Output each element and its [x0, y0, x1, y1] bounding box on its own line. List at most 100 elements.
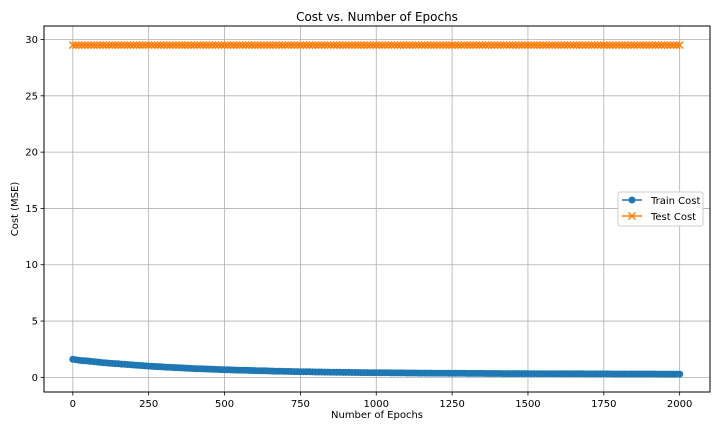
chart-title: Cost vs. Number of Epochs — [296, 10, 458, 24]
series-point — [114, 41, 123, 50]
series-point — [487, 41, 496, 50]
series-point — [153, 41, 162, 50]
series-point — [320, 41, 329, 50]
series-point — [478, 41, 487, 50]
series-point — [563, 41, 572, 50]
series-point — [493, 41, 502, 50]
series-point — [514, 41, 523, 50]
series-point — [675, 41, 684, 50]
x-tick-label: 0 — [70, 399, 76, 410]
series-point — [651, 41, 660, 50]
y-tick-label: 30 — [25, 35, 38, 46]
series-point — [83, 41, 93, 50]
series-point — [454, 41, 463, 50]
series-point — [214, 41, 223, 50]
series-point — [187, 41, 196, 50]
series-point — [287, 41, 296, 50]
series-point — [602, 41, 611, 50]
x-tick-label: 750 — [291, 399, 310, 410]
grid-lines — [44, 26, 710, 392]
series-point — [536, 41, 545, 50]
series-point — [581, 41, 590, 50]
series-point — [633, 41, 642, 50]
series-point — [266, 41, 275, 50]
series-point — [566, 41, 575, 50]
series-point — [484, 41, 493, 50]
series-point — [272, 41, 281, 50]
series-point — [545, 41, 554, 50]
series-point — [168, 41, 177, 50]
series-point — [262, 41, 272, 50]
y-tick-label: 15 — [25, 204, 38, 215]
series-point — [120, 41, 129, 50]
series-point — [508, 41, 517, 50]
series-point — [99, 41, 108, 50]
series-point — [596, 41, 605, 50]
series-point — [399, 41, 408, 50]
series-point — [360, 41, 369, 50]
series-point — [302, 41, 311, 50]
legend-test-label: Test Cost — [650, 212, 696, 223]
series-point — [226, 41, 235, 50]
series-point — [457, 41, 466, 50]
x-axis-ticks: 0 250 500 750 1000 1250 1500 1750 2000 — [70, 392, 692, 410]
series-point — [305, 41, 314, 50]
series-point — [548, 41, 557, 50]
series-point — [423, 41, 432, 50]
series-point — [132, 41, 141, 50]
series-point — [375, 41, 384, 50]
x-tick-label: 1250 — [439, 399, 464, 410]
series-point — [639, 41, 648, 50]
y-tick-label: 0 — [32, 373, 38, 384]
series-point — [102, 41, 111, 50]
legend-test-marker — [627, 211, 637, 221]
series-point — [369, 41, 378, 50]
series-point — [208, 41, 217, 50]
series-point — [663, 41, 672, 50]
series-point — [235, 41, 244, 50]
series-point — [526, 41, 536, 50]
series-point — [630, 41, 639, 50]
series-point — [611, 41, 620, 50]
series-point — [181, 41, 190, 50]
series-point — [150, 41, 159, 50]
series-point — [329, 41, 338, 50]
series-point — [138, 41, 147, 50]
series-point — [159, 41, 168, 50]
series-point — [636, 41, 645, 50]
series-point — [593, 41, 602, 50]
series-point — [445, 41, 454, 50]
series-point — [411, 41, 420, 50]
series-point — [505, 41, 514, 50]
plot-series — [68, 41, 684, 378]
series-point — [93, 41, 102, 50]
x-tick-label: 2000 — [667, 399, 692, 410]
series-point — [141, 41, 150, 50]
series-point — [202, 41, 211, 50]
x-tick-label: 250 — [139, 399, 158, 410]
series-point — [387, 41, 396, 50]
series-point — [621, 41, 630, 50]
series-point — [244, 41, 253, 50]
series-point — [417, 41, 426, 50]
series-point — [642, 41, 651, 50]
series-point — [281, 41, 290, 50]
series-point — [171, 41, 181, 50]
series-point — [96, 41, 105, 50]
series-point — [578, 41, 587, 50]
series-point — [156, 41, 165, 50]
series-point — [335, 41, 344, 50]
series-point — [390, 41, 399, 50]
series-point — [499, 41, 508, 50]
series-point — [165, 41, 174, 50]
series-point — [275, 41, 284, 50]
x-tick-label: 500 — [215, 399, 234, 410]
series-point — [584, 41, 593, 50]
series-point — [605, 41, 614, 50]
legend-train-label: Train Cost — [650, 196, 700, 207]
series-point — [657, 41, 666, 50]
series-point — [463, 41, 472, 50]
series-point — [117, 41, 126, 50]
series-point — [232, 41, 241, 50]
